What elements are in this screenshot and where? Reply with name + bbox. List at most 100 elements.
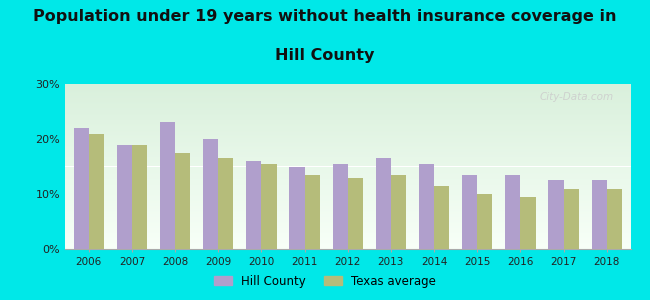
Bar — [218, 158, 233, 249]
Bar — [65, 246, 630, 247]
Bar — [592, 180, 606, 249]
Bar — [419, 164, 434, 249]
Bar — [65, 226, 630, 227]
Text: City-Data.com: City-Data.com — [540, 92, 614, 102]
Bar — [65, 202, 630, 203]
Bar — [65, 231, 630, 232]
Bar — [65, 125, 630, 126]
Bar — [65, 101, 630, 102]
Bar — [65, 223, 630, 224]
Bar — [65, 124, 630, 125]
Bar — [65, 243, 630, 244]
Bar — [65, 90, 630, 91]
Bar — [65, 133, 630, 134]
Bar — [65, 122, 630, 123]
Bar — [65, 242, 630, 243]
Bar — [175, 153, 190, 249]
Bar — [65, 229, 630, 230]
Bar — [65, 228, 630, 229]
Bar — [564, 188, 578, 249]
Bar — [65, 196, 630, 197]
Bar — [65, 230, 630, 231]
Bar — [65, 142, 630, 143]
Bar — [477, 194, 492, 249]
Bar — [65, 120, 630, 121]
Bar — [65, 234, 630, 235]
Bar — [65, 213, 630, 214]
Bar — [160, 122, 175, 249]
Bar — [65, 135, 630, 136]
Bar — [65, 123, 630, 124]
Bar — [65, 150, 630, 151]
Bar — [65, 136, 630, 137]
Bar — [65, 161, 630, 162]
Bar — [65, 115, 630, 116]
Bar — [65, 86, 630, 87]
Bar — [246, 161, 261, 249]
Bar — [65, 221, 630, 222]
Bar — [65, 144, 630, 145]
Bar — [65, 107, 630, 108]
Bar — [65, 189, 630, 190]
Bar — [65, 167, 630, 168]
Bar — [65, 227, 630, 228]
Bar — [65, 205, 630, 206]
Bar — [65, 239, 630, 240]
Bar — [65, 112, 630, 113]
Bar — [65, 162, 630, 163]
Bar — [117, 145, 132, 249]
Bar — [65, 89, 630, 90]
Bar — [65, 110, 630, 111]
Bar — [376, 158, 391, 249]
Bar — [65, 237, 630, 238]
Bar — [65, 84, 630, 85]
Bar — [391, 175, 406, 249]
Bar — [65, 171, 630, 172]
Bar — [65, 203, 630, 204]
Bar — [65, 181, 630, 182]
Bar — [65, 244, 630, 245]
Bar — [65, 209, 630, 210]
Bar — [65, 225, 630, 226]
Bar — [65, 232, 630, 233]
Bar — [65, 85, 630, 86]
Bar — [65, 212, 630, 213]
Bar — [65, 113, 630, 114]
Bar — [65, 129, 630, 130]
Bar — [65, 98, 630, 99]
Bar — [65, 105, 630, 106]
Bar — [65, 137, 630, 138]
Bar — [132, 145, 147, 249]
Bar — [65, 158, 630, 159]
Bar — [65, 164, 630, 165]
Bar — [462, 175, 477, 249]
Bar — [65, 168, 630, 169]
Bar — [65, 238, 630, 239]
Bar — [65, 247, 630, 248]
Bar — [65, 87, 630, 88]
Bar — [65, 197, 630, 198]
Bar — [65, 191, 630, 192]
Bar — [65, 149, 630, 150]
Bar — [261, 164, 276, 249]
Bar — [65, 118, 630, 119]
Bar — [65, 156, 630, 157]
Bar — [65, 111, 630, 112]
Bar — [65, 245, 630, 246]
Bar — [65, 169, 630, 170]
Bar — [65, 219, 630, 220]
Bar — [65, 218, 630, 219]
Bar — [65, 173, 630, 174]
Bar — [65, 184, 630, 185]
Bar — [65, 216, 630, 217]
Bar — [65, 117, 630, 118]
Bar — [65, 233, 630, 234]
Bar — [65, 148, 630, 149]
Bar — [65, 177, 630, 178]
Bar — [65, 140, 630, 141]
Bar — [65, 153, 630, 154]
Bar — [203, 139, 218, 249]
Bar — [65, 141, 630, 142]
Bar — [65, 172, 630, 173]
Bar — [549, 180, 564, 249]
